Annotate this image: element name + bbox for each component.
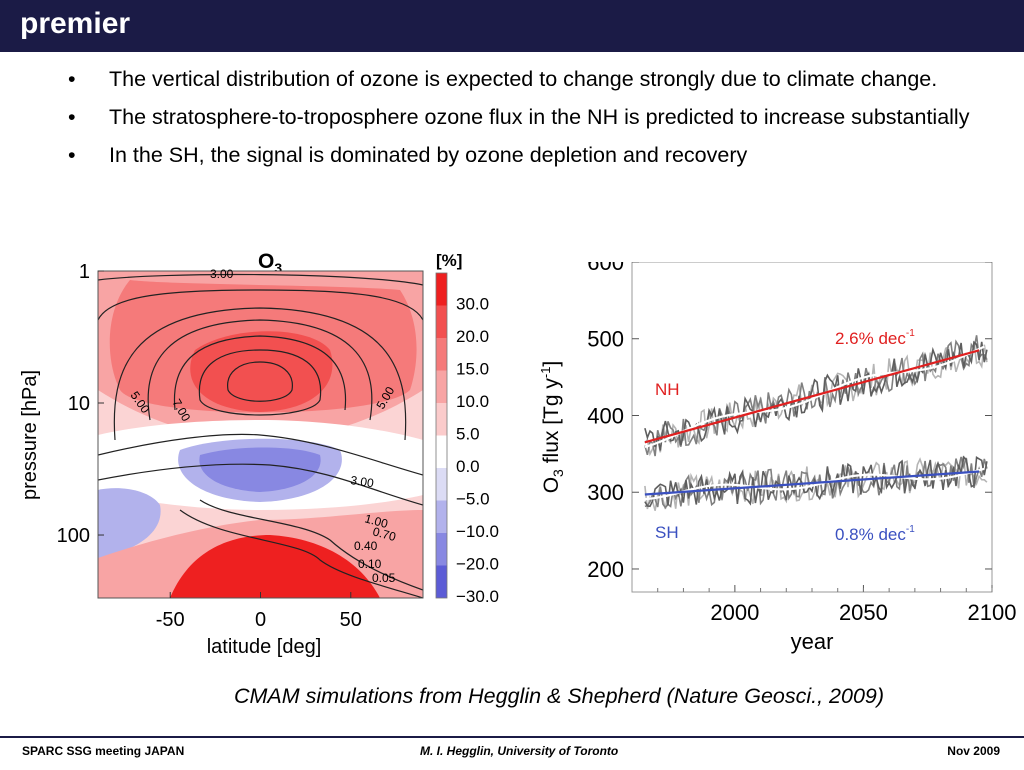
heatmap-x-axis-label: latitude [deg] (207, 636, 322, 658)
flux-axes: 600 500 400 300 200 2000 2050 2100 (587, 262, 1016, 625)
contour-label: 0.10 (358, 557, 382, 571)
sh-trend-label: 0.8% dec-1 (835, 524, 915, 544)
flux-trend-line (644, 349, 980, 444)
footer-date: Nov 2009 (947, 744, 1000, 758)
nh-series-label: NH (655, 380, 680, 399)
bullet-text: The stratosphere-to-troposphere ozone fl… (109, 105, 970, 129)
ozone-heatmap-chart: O3 3.00 5.00 7.00 5.00 3.00 (19, 250, 499, 658)
flux-y-tick-label: 600 (587, 262, 624, 275)
colorbar-frame (435, 272, 448, 599)
bullet-list: • The vertical distribution of ozone is e… (66, 64, 1016, 178)
flux-smoothed-line (644, 467, 985, 501)
colorbar-swatch (436, 305, 447, 338)
heatmap-title-sub: 3 (274, 260, 282, 276)
field-upper-max (190, 331, 333, 412)
contour-label-group: 3.00 5.00 7.00 5.00 3.00 1.00 0.70 0.40 … (128, 267, 398, 585)
colorbar-swatch (436, 435, 447, 468)
colorbar-tick-label: 20.0 (456, 327, 489, 346)
colorbar-swatch (436, 500, 447, 533)
bullet-text: The vertical distribution of ozone is ex… (109, 67, 938, 91)
bullet-item: • In the SH, the signal is dominated by o… (66, 140, 1016, 170)
ozone-flux-chart: 600 500 400 300 200 2000 2050 2100 NH SH 2.6% d… (538, 262, 1016, 654)
heatmap-field (98, 271, 423, 598)
contour-label: 3.00 (210, 267, 234, 281)
heatmap-x-tick-label: 50 (340, 609, 362, 631)
footer-author: M. I. Hegglin, University of Toronto (420, 744, 619, 758)
nh-trend-label: 2.6% dec-1 (835, 328, 915, 348)
colorbar-swatch (436, 565, 447, 598)
heatmap-y-axis-label: pressure [hPa] (19, 370, 41, 500)
colorbar-tick-label: 10.0 (456, 392, 489, 411)
flux-ensemble-line (644, 335, 988, 457)
heatmap-title-main: O (258, 250, 274, 273)
heatmap-x-tick-label: -50 (156, 609, 185, 631)
slide-title: premier (20, 7, 131, 40)
flux-x-tick-label: 2050 (839, 600, 888, 625)
heatmap-y-tick-label: 100 (57, 525, 90, 547)
colorbar-swatch (436, 338, 447, 371)
figure-caption: CMAM simulations from Hegglin & Shepherd… (234, 684, 885, 708)
sh-series-label: SH (655, 523, 679, 542)
flux-smoothed-line (644, 345, 985, 449)
title-bar: premier (0, 0, 1024, 52)
colorbar-swatch (436, 403, 447, 436)
heatmap-title: O3 (258, 250, 282, 276)
colorbar-tick-label: 30.0 (456, 295, 489, 314)
bullet-text: In the SH, the signal is dominated by oz… (109, 143, 748, 167)
bullet-item: • The vertical distribution of ozone is e… (66, 64, 1016, 94)
flux-y-axis-label: O3 flux [Tg y-1] (538, 361, 566, 494)
flux-x-axis-label: year (791, 629, 834, 654)
flux-y-tick-label: 400 (587, 403, 624, 428)
contour-label: 0.40 (354, 539, 378, 553)
colorbar-unit: [%] (436, 251, 462, 270)
flux-y-tick-label: 200 (587, 557, 624, 582)
bullet-glyph: • (68, 67, 76, 91)
colorbar-swatch (436, 370, 447, 403)
colorbar-tick-label: 0.0 (456, 457, 480, 476)
field-lower-max (170, 535, 380, 598)
flux-x-tick-label: 2000 (710, 600, 759, 625)
contour-lines (98, 273, 423, 598)
field-sh-blue (98, 488, 161, 558)
heatmap-y-tick-label: 1 (79, 261, 90, 283)
colorbar-swatch (436, 468, 447, 501)
flux-trend-line (644, 470, 980, 496)
colorbar-tick-label: 15.0 (456, 360, 489, 379)
heatmap-axes: -50 0 50 1 10 100 (57, 261, 362, 631)
colorbar-swatch (436, 273, 447, 306)
flux-x-tick-label: 2100 (968, 600, 1017, 625)
field-low-blue-core (199, 447, 321, 492)
flux-y-tick-label: 300 (587, 480, 624, 505)
contour-label: 0.05 (372, 571, 396, 585)
colorbar: 30.0 20.0 15.0 10.0 5.0 0.0 −5.0 −10.0 −20.0 −30.… (435, 272, 499, 606)
flux-ensemble-line (644, 455, 988, 508)
colorbar-swatch (436, 533, 447, 566)
contour-label: 1.00 (363, 511, 389, 531)
heatmap-y-tick-label: 10 (68, 393, 90, 415)
footer-event: SPARC SSG meeting JAPAN (22, 744, 185, 758)
colorbar-tick-label: −5.0 (456, 490, 490, 509)
colorbar-tick-label: −30.0 (456, 587, 499, 606)
colorbar-tick-label: −10.0 (456, 522, 499, 541)
contour-label: 3.00 (350, 473, 375, 490)
heatmap-x-tick-label: 0 (255, 609, 266, 631)
bullet-glyph: • (68, 105, 76, 129)
contour-label: 0.70 (371, 524, 397, 544)
footer-bar: SPARC SSG meeting JAPAN M. I. Hegglin, U… (0, 736, 1024, 770)
colorbar-tick-label: −20.0 (456, 555, 499, 574)
colorbar-tick-label: 5.0 (456, 425, 480, 444)
flux-trend-lines (644, 349, 980, 496)
bullet-glyph: • (68, 143, 76, 167)
flux-y-tick-label: 500 (587, 327, 624, 352)
bullet-item: • The stratosphere-to-troposphere ozone f… (66, 102, 1016, 132)
